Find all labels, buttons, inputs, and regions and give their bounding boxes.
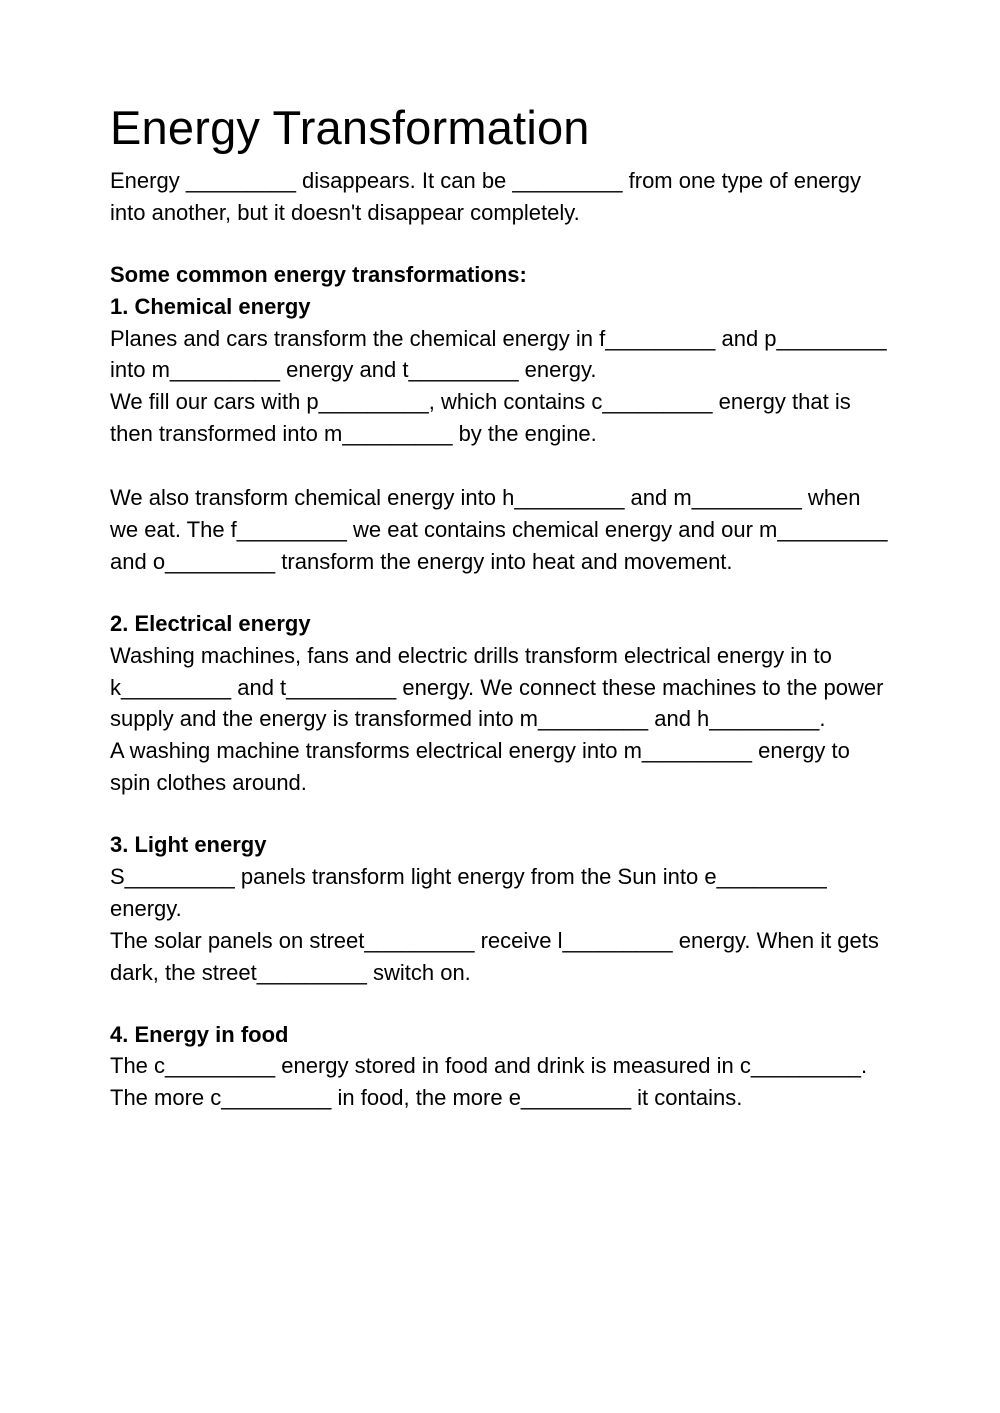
section-2-para-2: A washing machine transforms electrical … xyxy=(110,735,890,799)
section-1-heading: 1. Chemical energy xyxy=(110,291,890,323)
section-4-heading: 4. Energy in food xyxy=(110,1019,890,1051)
worksheet-body: Energy _________ disappears. It can be _… xyxy=(110,165,890,1114)
page-title: Energy Transformation xyxy=(110,100,890,155)
intro-paragraph: Energy _________ disappears. It can be _… xyxy=(110,165,890,229)
section-3-para-2: The solar panels on street_________ rece… xyxy=(110,925,890,989)
section-2-heading: 2. Electrical energy xyxy=(110,608,890,640)
sections-heading: Some common energy transformations: xyxy=(110,259,890,291)
section-3-para-1: S_________ panels transform light energy… xyxy=(110,861,890,925)
section-1-para-2: We fill our cars with p_________, which … xyxy=(110,386,890,450)
section-1-para-1: Planes and cars transform the chemical e… xyxy=(110,323,890,387)
worksheet-page: Energy Transformation Energy _________ d… xyxy=(0,0,1000,1413)
section-2-para-1: Washing machines, fans and electric dril… xyxy=(110,640,890,736)
section-1-para-3: We also transform chemical energy into h… xyxy=(110,482,890,578)
section-4-para-1: The c_________ energy stored in food and… xyxy=(110,1050,890,1114)
section-3-heading: 3. Light energy xyxy=(110,829,890,861)
spacer xyxy=(110,450,890,482)
